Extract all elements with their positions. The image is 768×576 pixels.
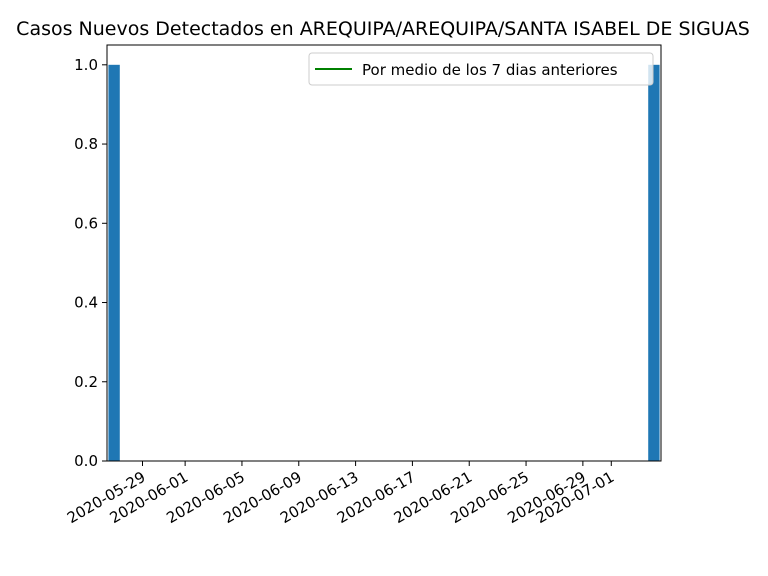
legend-label: Por medio de los 7 dias anteriores <box>362 61 618 79</box>
bars-group <box>108 64 660 462</box>
y-tick-label: 1.0 <box>74 56 98 74</box>
chart-title: Casos Nuevos Detectados en AREQUIPA/AREQ… <box>16 18 750 40</box>
y-tick-label: 0.2 <box>74 373 98 391</box>
y-tick-label: 0.0 <box>74 452 98 470</box>
x-axis: 2020-05-292020-06-012020-06-052020-06-09… <box>64 461 617 527</box>
legend: Por medio de los 7 dias anteriores <box>308 52 654 86</box>
y-tick-label: 0.6 <box>74 214 98 232</box>
y-tick-label: 0.4 <box>74 294 98 312</box>
y-axis: 0.0 0.2 0.4 0.6 0.8 1.0 <box>74 56 107 470</box>
bar-0 <box>108 64 120 462</box>
bar-1 <box>648 64 660 462</box>
plot-frame <box>106 44 662 462</box>
y-tick-label: 0.8 <box>74 135 98 153</box>
legend-box <box>308 52 654 86</box>
